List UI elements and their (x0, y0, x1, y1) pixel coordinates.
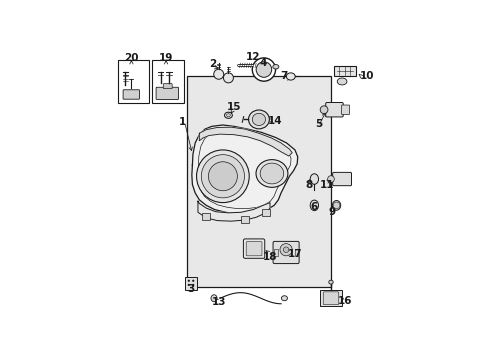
Polygon shape (191, 125, 297, 214)
Circle shape (280, 244, 292, 256)
Text: 20: 20 (124, 53, 139, 63)
Ellipse shape (286, 73, 295, 80)
FancyBboxPatch shape (274, 249, 277, 256)
Ellipse shape (337, 78, 346, 85)
Text: 7: 7 (280, 72, 287, 81)
Circle shape (223, 73, 233, 83)
FancyBboxPatch shape (123, 90, 139, 99)
Text: 12: 12 (245, 52, 260, 62)
Ellipse shape (252, 113, 265, 126)
Text: 17: 17 (287, 249, 302, 259)
Text: 14: 14 (268, 116, 282, 126)
FancyBboxPatch shape (163, 84, 172, 89)
Ellipse shape (309, 174, 318, 184)
Text: 3: 3 (187, 284, 194, 293)
Ellipse shape (272, 64, 278, 69)
Ellipse shape (256, 159, 287, 187)
Ellipse shape (226, 114, 230, 117)
Ellipse shape (281, 296, 287, 301)
Text: 6: 6 (310, 202, 317, 212)
FancyBboxPatch shape (325, 103, 343, 117)
FancyBboxPatch shape (272, 242, 299, 264)
Text: 19: 19 (159, 53, 173, 63)
Ellipse shape (248, 110, 269, 129)
FancyBboxPatch shape (255, 62, 261, 69)
Text: 2: 2 (209, 59, 216, 69)
FancyBboxPatch shape (202, 213, 210, 220)
Circle shape (332, 202, 339, 209)
Ellipse shape (327, 176, 334, 183)
FancyBboxPatch shape (323, 292, 338, 305)
Text: 1: 1 (179, 117, 186, 127)
Circle shape (187, 284, 189, 286)
FancyBboxPatch shape (117, 60, 149, 103)
Text: 9: 9 (328, 207, 335, 217)
FancyBboxPatch shape (294, 249, 298, 256)
Circle shape (192, 280, 194, 282)
Ellipse shape (332, 201, 340, 210)
Polygon shape (198, 201, 269, 221)
FancyBboxPatch shape (341, 105, 349, 114)
Circle shape (208, 162, 237, 191)
FancyBboxPatch shape (332, 172, 351, 186)
Polygon shape (199, 127, 292, 156)
Circle shape (252, 58, 275, 81)
FancyBboxPatch shape (243, 239, 264, 258)
FancyBboxPatch shape (156, 87, 178, 99)
FancyBboxPatch shape (152, 60, 183, 103)
Ellipse shape (309, 200, 318, 211)
Text: 11: 11 (319, 180, 333, 190)
FancyBboxPatch shape (245, 242, 262, 256)
FancyBboxPatch shape (320, 291, 341, 306)
Text: 8: 8 (305, 180, 312, 190)
FancyBboxPatch shape (261, 209, 269, 216)
Ellipse shape (224, 112, 232, 118)
Circle shape (213, 69, 224, 79)
Ellipse shape (320, 106, 327, 114)
Circle shape (196, 150, 249, 203)
Ellipse shape (210, 295, 217, 302)
FancyBboxPatch shape (186, 76, 330, 287)
Circle shape (187, 280, 189, 282)
Text: 13: 13 (211, 297, 225, 307)
FancyBboxPatch shape (184, 276, 197, 291)
Ellipse shape (328, 280, 332, 284)
Text: 10: 10 (359, 72, 373, 81)
FancyBboxPatch shape (241, 216, 249, 222)
Text: 15: 15 (226, 102, 241, 112)
Ellipse shape (260, 163, 283, 184)
Text: 16: 16 (337, 296, 351, 306)
FancyBboxPatch shape (333, 66, 355, 76)
Text: 5: 5 (314, 118, 322, 129)
Text: 18: 18 (262, 252, 277, 262)
Circle shape (192, 284, 194, 286)
Circle shape (283, 247, 288, 252)
Text: 4: 4 (259, 58, 266, 68)
Circle shape (256, 62, 271, 77)
Circle shape (201, 155, 244, 198)
